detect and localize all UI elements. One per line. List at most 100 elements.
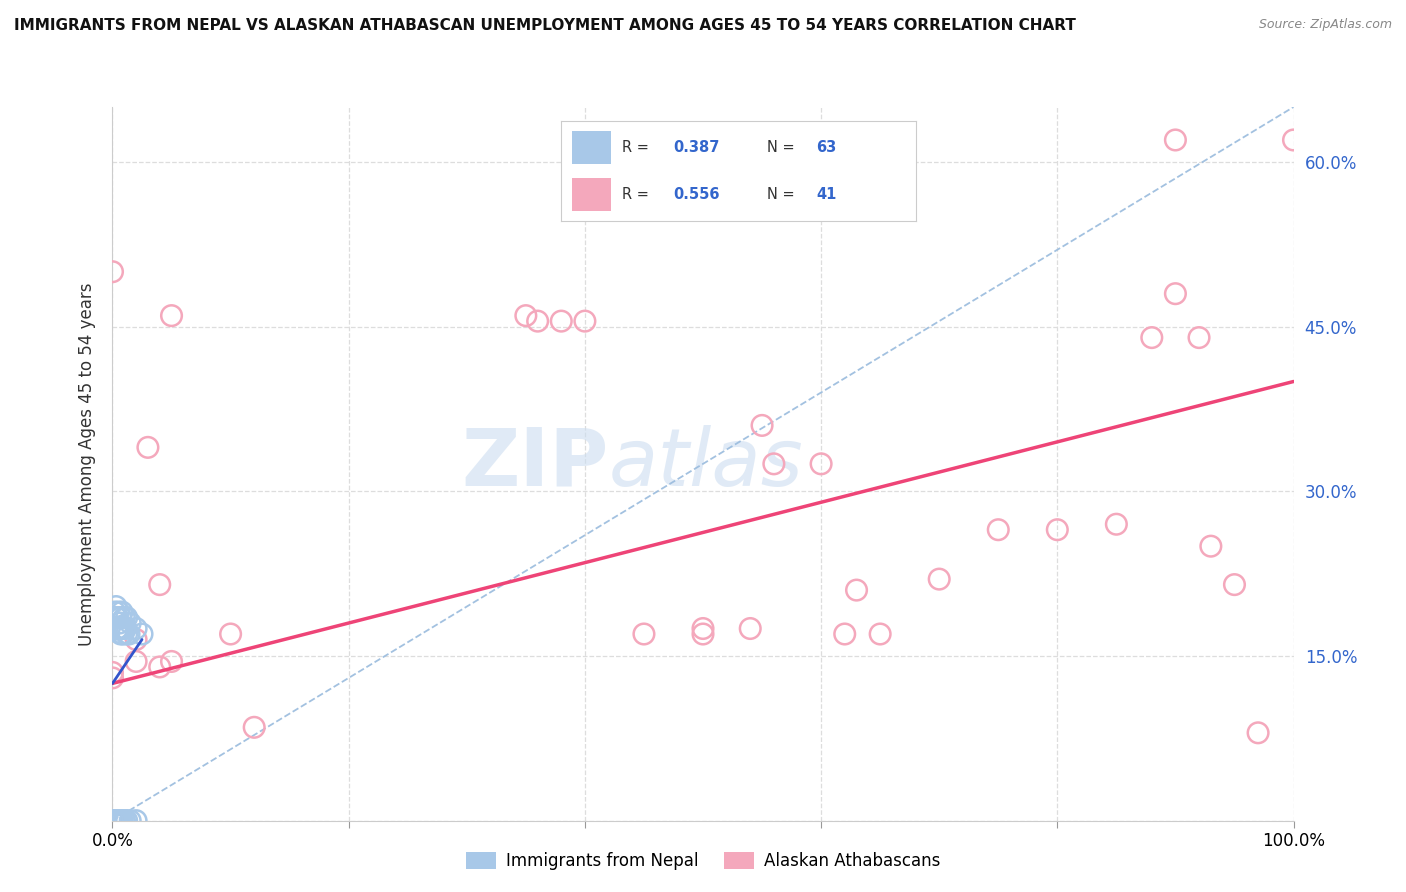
Point (104, 814, 127, 828)
Point (105, 599, 128, 614)
Point (110, 627, 132, 641)
Point (108, 622, 131, 636)
Point (149, 660, 172, 674)
Point (101, 814, 124, 828)
Point (105, 610, 128, 624)
Point (101, 814, 124, 828)
Point (633, 627, 655, 641)
Point (834, 627, 856, 641)
Point (125, 655, 148, 669)
Point (111, 622, 134, 636)
Point (762, 457, 785, 471)
Point (136, 441, 159, 455)
Point (101, 814, 124, 828)
Point (1247, 726, 1270, 740)
Point (105, 622, 128, 636)
Y-axis label: Unemployment Among Ages 45 to 54 years: Unemployment Among Ages 45 to 54 years (77, 282, 96, 646)
Point (101, 814, 124, 828)
Point (105, 814, 128, 828)
Point (104, 814, 127, 828)
Point (115, 610, 138, 624)
Point (101, 265, 124, 279)
Point (149, 577, 172, 591)
Point (101, 671, 124, 685)
Point (104, 814, 127, 828)
Point (526, 314, 548, 328)
Point (105, 814, 128, 828)
Point (112, 814, 135, 828)
Point (1199, 539, 1222, 553)
Point (114, 622, 136, 636)
Point (101, 814, 124, 828)
Point (120, 814, 142, 828)
Point (112, 627, 135, 641)
Point (125, 632, 148, 647)
Point (101, 814, 124, 828)
Point (101, 814, 124, 828)
Point (131, 627, 153, 641)
Point (1282, 133, 1305, 147)
Point (810, 457, 832, 471)
Point (101, 814, 124, 828)
Point (105, 610, 128, 624)
Point (125, 622, 148, 636)
Point (107, 814, 129, 828)
Point (105, 814, 128, 828)
Point (107, 814, 129, 828)
Point (101, 814, 124, 828)
Point (101, 814, 124, 828)
Point (107, 814, 129, 828)
Point (160, 309, 183, 323)
Point (105, 814, 128, 828)
Point (110, 610, 132, 624)
Point (105, 814, 128, 828)
Point (740, 622, 762, 636)
Point (1140, 330, 1163, 344)
Point (550, 314, 572, 328)
Point (104, 605, 127, 619)
Point (101, 814, 124, 828)
Point (108, 615, 131, 630)
Point (101, 814, 124, 828)
Point (692, 627, 714, 641)
Point (692, 622, 714, 636)
Legend: Immigrants from Nepal, Alaskan Athabascans: Immigrants from Nepal, Alaskan Athabasca… (460, 845, 946, 877)
Point (107, 605, 129, 619)
Point (101, 814, 124, 828)
Point (107, 622, 129, 636)
Point (110, 814, 132, 828)
Point (101, 814, 124, 828)
Point (115, 627, 138, 641)
Point (987, 523, 1010, 537)
Point (101, 814, 124, 828)
Point (101, 814, 124, 828)
Point (101, 814, 124, 828)
Point (845, 583, 868, 598)
Point (243, 720, 266, 734)
Point (112, 814, 135, 828)
Point (1046, 523, 1069, 537)
Point (1223, 577, 1246, 591)
Point (111, 814, 134, 828)
Point (1164, 286, 1187, 301)
Point (108, 814, 131, 828)
Point (101, 814, 124, 828)
Point (120, 615, 142, 630)
Point (108, 814, 131, 828)
Point (219, 627, 242, 641)
Text: ZIP: ZIP (461, 425, 609, 503)
Point (112, 622, 135, 636)
Point (101, 814, 124, 828)
Point (515, 309, 537, 323)
Point (118, 627, 141, 641)
Text: Source: ZipAtlas.com: Source: ZipAtlas.com (1258, 18, 1392, 31)
Point (101, 814, 124, 828)
Point (111, 605, 134, 619)
Point (101, 665, 124, 680)
Text: IMMIGRANTS FROM NEPAL VS ALASKAN ATHABASCAN UNEMPLOYMENT AMONG AGES 45 TO 54 YEA: IMMIGRANTS FROM NEPAL VS ALASKAN ATHABAS… (14, 18, 1076, 33)
Point (112, 610, 135, 624)
Point (928, 572, 950, 586)
Point (160, 655, 183, 669)
Point (110, 814, 132, 828)
Point (101, 814, 124, 828)
